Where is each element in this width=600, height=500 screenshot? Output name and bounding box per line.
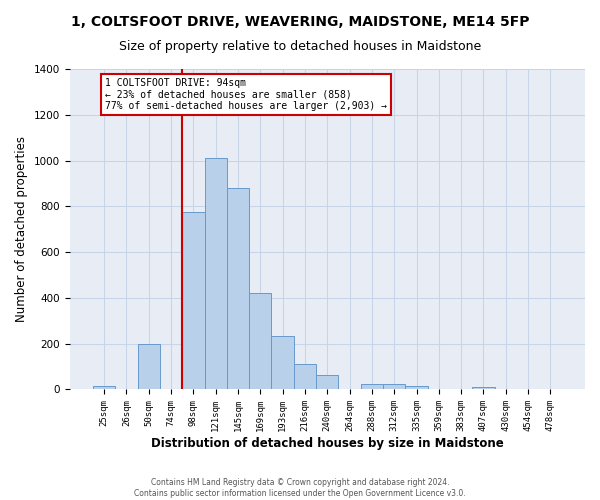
Bar: [472, 387, 494, 390]
Bar: [383, 384, 406, 390]
Bar: [205, 158, 227, 390]
Text: 1 COLTSFOOT DRIVE: 94sqm
← 23% of detached houses are smaller (858)
77% of semi-: 1 COLTSFOOT DRIVE: 94sqm ← 23% of detach…: [105, 78, 387, 112]
Y-axis label: Number of detached properties: Number of detached properties: [15, 136, 28, 322]
X-axis label: Distribution of detached houses by size in Maidstone: Distribution of detached houses by size …: [151, 437, 503, 450]
Text: 1, COLTSFOOT DRIVE, WEAVERING, MAIDSTONE, ME14 5FP: 1, COLTSFOOT DRIVE, WEAVERING, MAIDSTONE…: [71, 15, 529, 29]
Bar: [249, 294, 271, 390]
Text: Size of property relative to detached houses in Maidstone: Size of property relative to detached ho…: [119, 40, 481, 53]
Bar: [227, 188, 249, 390]
Bar: [137, 344, 160, 390]
Bar: [294, 364, 316, 390]
Bar: [93, 386, 115, 390]
Text: Contains HM Land Registry data © Crown copyright and database right 2024.
Contai: Contains HM Land Registry data © Crown c…: [134, 478, 466, 498]
Bar: [271, 336, 294, 390]
Bar: [182, 212, 205, 390]
Bar: [406, 386, 428, 390]
Bar: [316, 374, 338, 390]
Bar: [361, 384, 383, 390]
